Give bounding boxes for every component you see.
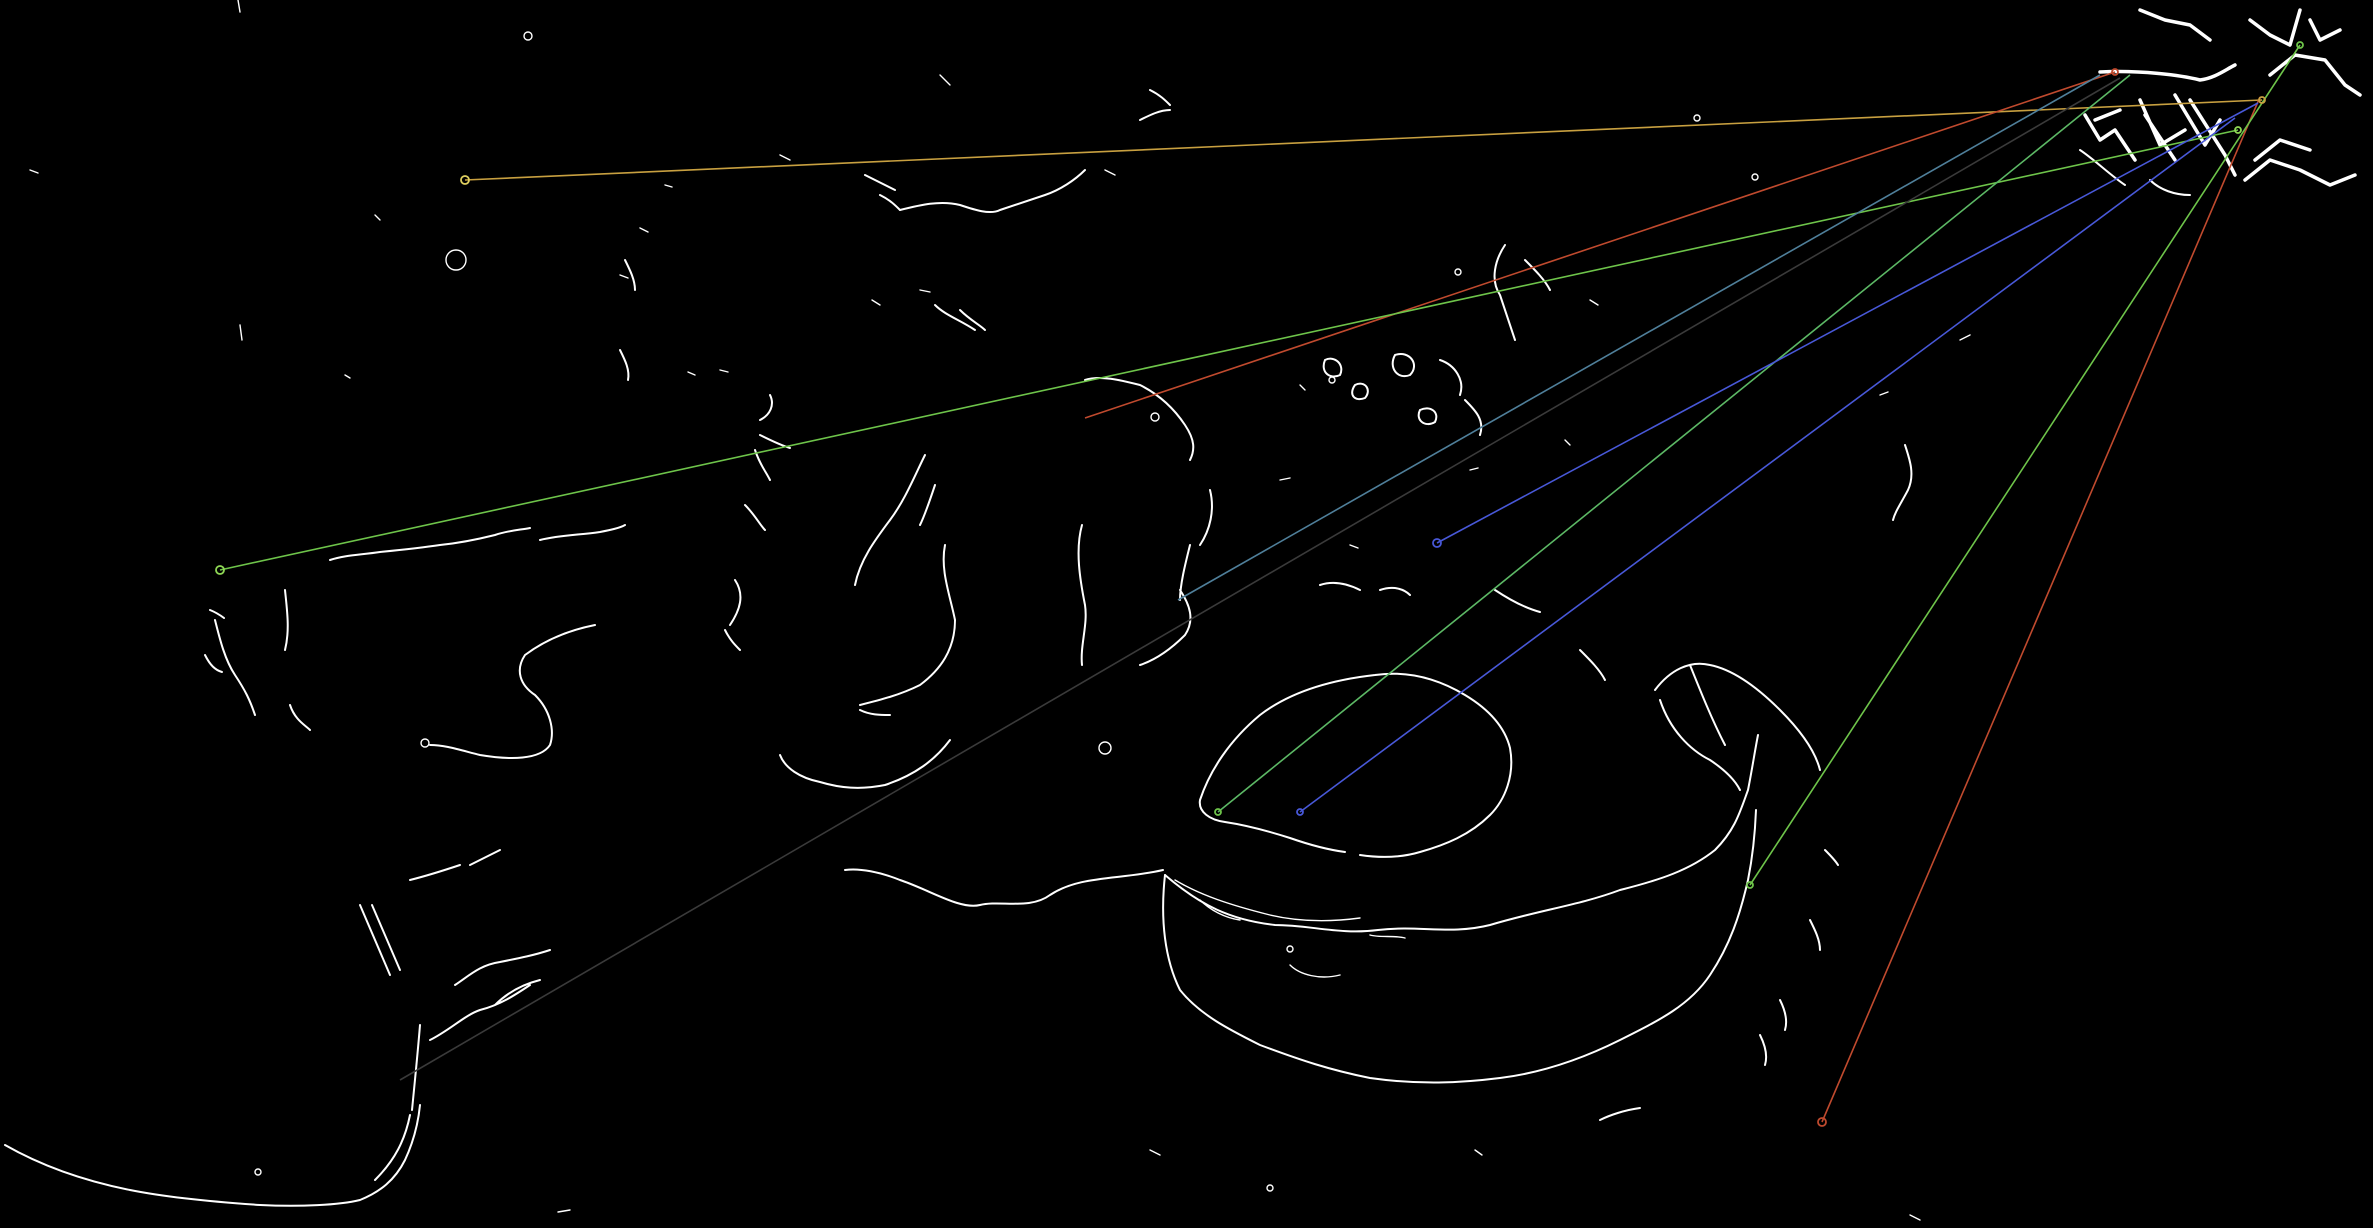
- edge-wavy-3: [409, 849, 501, 881]
- edge-right-curve: [1654, 662, 1821, 791]
- edge-contours: [4, 0, 2362, 1221]
- match-line-blue-2: [1299, 117, 2236, 813]
- keypoint-red-top: [2111, 68, 2119, 76]
- edge-right-1: [1892, 444, 1913, 521]
- edge-hook-1: [854, 454, 936, 586]
- edge-left-bits-5: [759, 394, 791, 449]
- keypoint-orange-top: [2258, 96, 2266, 104]
- match-line-green-right: [1749, 44, 2301, 886]
- edge-left-cluster-3: [329, 524, 626, 561]
- edge-ellipse: [1198, 672, 1513, 858]
- keypoint-green-mid: [1214, 808, 1222, 816]
- edge-hook-5: [1084, 376, 1195, 461]
- edge-bowl-outer: [844, 734, 1759, 933]
- match-line-blue-1: [1436, 102, 2259, 544]
- match-line-steel: [1177, 74, 2101, 601]
- edge-bottom-left-3: [359, 904, 401, 976]
- keypoint-blue-low: [1296, 808, 1304, 816]
- edge-mid-arc: [779, 739, 951, 789]
- edge-bowl-lower: [1162, 809, 1757, 1084]
- match-line-green-mid: [1217, 74, 2131, 813]
- edge-left-bits-4: [619, 259, 636, 381]
- edge-left-cluster-1: [214, 619, 256, 716]
- edge-center-right-3: [1494, 589, 1541, 613]
- edge-wavy-2: [429, 979, 541, 1041]
- edge-bottom-left-1: [4, 1104, 421, 1207]
- feature-match-lines: [219, 44, 2301, 1123]
- edge-hook-4: [1139, 589, 1192, 666]
- edge-left-cluster-2: [284, 589, 311, 731]
- match-line-red-2: [1821, 96, 2261, 1123]
- edge-right-5: [1809, 849, 1839, 951]
- keypoints: [215, 41, 2304, 1127]
- keypoint-green-top: [2234, 126, 2242, 134]
- edge-top-1: [899, 169, 1086, 214]
- edge-hook-6: [1179, 489, 1213, 601]
- edge-bowl-inner: [1174, 879, 1406, 978]
- edge-right-4: [1759, 999, 1788, 1066]
- edge-left-bits-1: [204, 609, 225, 673]
- keypoint-green-top-right: [2296, 41, 2304, 49]
- edge-center-cluster: [1322, 353, 1483, 436]
- edge-top-2: [1139, 89, 1171, 121]
- edge-right-3: [1599, 1107, 1641, 1121]
- edge-center-right-2: [1319, 581, 1411, 596]
- match-line-gray: [399, 77, 2121, 1081]
- keypoint-blue-center: [1432, 538, 1442, 548]
- keypoint-green-left: [215, 565, 225, 575]
- match-line-green-long: [219, 129, 2239, 571]
- match-line-red-1: [1084, 71, 2116, 419]
- keypoint-red-low: [1817, 1117, 1827, 1127]
- edge-hook-2: [859, 544, 956, 716]
- edge-left-s: [429, 624, 596, 759]
- edge-specks: [29, 0, 1971, 1221]
- edge-top-4: [934, 304, 986, 331]
- match-line-orange: [464, 99, 2263, 181]
- edge-right-2: [1579, 649, 1606, 681]
- edge-top-3: [864, 174, 901, 211]
- edge-center-right-1: [1493, 244, 1551, 341]
- edge-top-right-letters: [2079, 8, 2362, 196]
- edge-bottom-left-2: [374, 1024, 421, 1181]
- edge-left-bits-3: [724, 579, 742, 651]
- keypoint-green-right: [1746, 881, 1754, 889]
- keypoint-orange: [460, 175, 470, 185]
- edge-wavy-1: [454, 949, 551, 986]
- edge-hook-3: [1077, 524, 1087, 666]
